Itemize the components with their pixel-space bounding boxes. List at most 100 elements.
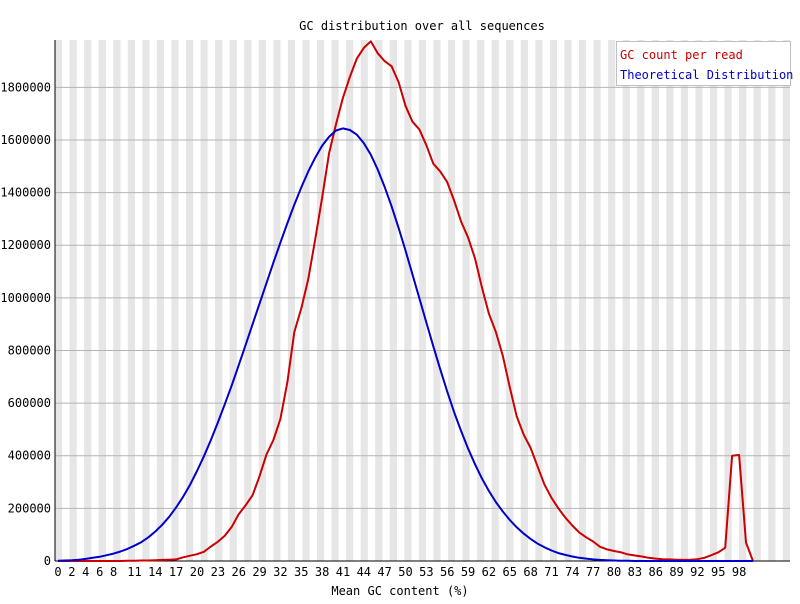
column-band <box>149 40 157 561</box>
column-band <box>557 40 565 561</box>
column-band <box>105 40 114 561</box>
column-band <box>55 40 63 561</box>
column-band <box>498 40 507 561</box>
column-band <box>84 40 92 561</box>
x-axis-label: Mean GC content (%) <box>331 584 468 598</box>
column-band <box>629 40 638 561</box>
column-band <box>455 40 463 561</box>
column-band <box>528 40 536 561</box>
x-tick-label: 59 <box>461 565 475 579</box>
x-tick-label: 2 <box>68 565 75 579</box>
x-tick-label: 77 <box>586 565 600 579</box>
x-tick-label: 56 <box>440 565 454 579</box>
x-tick-label: 53 <box>419 565 433 579</box>
column-band <box>447 40 456 561</box>
column-band <box>578 40 587 561</box>
column-band <box>76 40 85 561</box>
column-band <box>600 40 609 561</box>
column-band <box>753 40 761 561</box>
column-band <box>316 40 325 561</box>
x-tick-label: 50 <box>398 565 412 579</box>
x-tick-label: 89 <box>669 565 683 579</box>
y-tick-label: 600000 <box>8 396 51 410</box>
column-band <box>688 40 696 561</box>
column-band <box>302 40 310 561</box>
chart-title: GC distribution over all sequences <box>299 19 545 33</box>
x-tick-label: 47 <box>377 565 391 579</box>
column-band <box>236 40 245 561</box>
y-tick-labels: 0 200000 400000 600000 800000 1000000 1200000 1… <box>0 80 51 568</box>
y-tick-label: 200000 <box>8 501 51 515</box>
column-band <box>651 40 660 561</box>
column-band <box>266 40 274 561</box>
x-tick-label: 80 <box>607 565 621 579</box>
column-band <box>520 40 529 561</box>
column-band <box>695 40 703 561</box>
column-band <box>91 40 99 561</box>
column-band <box>702 40 710 561</box>
column-band <box>346 40 354 561</box>
column-band <box>659 40 667 561</box>
x-tick-label: 20 <box>190 565 204 579</box>
column-band <box>389 40 398 561</box>
column-band <box>207 40 216 561</box>
column-band <box>608 40 616 561</box>
x-tick-label: 4 <box>82 565 89 579</box>
column-band <box>135 40 143 561</box>
column-band <box>593 40 601 561</box>
column-band <box>164 40 172 561</box>
column-band <box>120 40 128 561</box>
column-band <box>113 40 121 561</box>
column-band <box>418 40 427 561</box>
column-band <box>185 40 194 561</box>
x-tick-label: 95 <box>711 565 725 579</box>
column-band <box>360 40 368 561</box>
x-tick-label: 83 <box>628 565 642 579</box>
column-band <box>549 40 558 561</box>
x-tick-label: 62 <box>482 565 496 579</box>
x-tick-label: 6 <box>96 565 103 579</box>
x-tick-labels: 0 2 4 6 8 11 14 17 20 23 26 29 32 35 38 41 44 47 50 53 56 59 6… <box>54 565 746 579</box>
x-tick-label: 92 <box>690 565 704 579</box>
column-band <box>200 40 208 561</box>
column-band <box>251 40 259 561</box>
column-band <box>731 40 740 561</box>
column-band <box>426 40 434 561</box>
column-band <box>397 40 405 561</box>
column-band <box>782 40 790 561</box>
column-band <box>309 40 317 561</box>
column-band <box>637 40 645 561</box>
y-tick-label: 0 <box>44 554 51 568</box>
x-tick-label: 0 <box>54 565 61 579</box>
column-band <box>739 40 747 561</box>
column-band <box>229 40 237 561</box>
column-band <box>542 40 550 561</box>
x-tick-label: 17 <box>169 565 183 579</box>
column-band <box>768 40 776 561</box>
column-band <box>324 40 332 561</box>
column-band <box>193 40 201 561</box>
legend-item-gc-count: GC count per read <box>620 48 743 62</box>
alternating-column-bands <box>55 40 790 561</box>
column-band <box>353 40 361 561</box>
column-band <box>69 40 77 561</box>
column-band <box>535 40 543 561</box>
column-band <box>178 40 186 561</box>
column-band <box>746 40 754 561</box>
x-tick-label: 86 <box>648 565 662 579</box>
x-tick-label: 35 <box>294 565 308 579</box>
column-band <box>295 40 303 561</box>
column-band <box>484 40 492 561</box>
column-band <box>215 40 223 561</box>
y-tick-label: 1800000 <box>0 80 51 94</box>
column-band <box>171 40 179 561</box>
column-band <box>622 40 630 561</box>
column-band <box>98 40 106 561</box>
gc-count-line <box>58 40 754 562</box>
column-band <box>273 40 281 561</box>
y-tick-label: 1000000 <box>0 291 51 305</box>
column-band <box>477 40 485 561</box>
x-tick-label: 14 <box>148 565 162 579</box>
column-band <box>244 40 252 561</box>
